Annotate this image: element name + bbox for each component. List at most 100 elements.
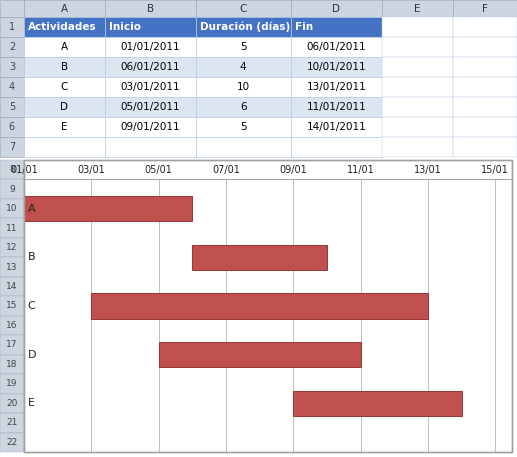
Bar: [159, 342, 360, 367]
Bar: [24, 77, 105, 97]
Bar: [453, 97, 517, 117]
Bar: [0, 413, 24, 432]
Bar: [0, 0, 24, 17]
Bar: [24, 17, 105, 37]
Text: 07/01: 07/01: [212, 165, 240, 175]
Bar: [195, 37, 291, 57]
Bar: [0, 97, 24, 117]
Text: 6: 6: [9, 122, 15, 132]
Bar: [291, 17, 382, 37]
Text: C: C: [239, 4, 247, 14]
Bar: [291, 137, 382, 157]
Text: 14: 14: [6, 282, 18, 291]
Bar: [0, 238, 24, 257]
Bar: [293, 391, 462, 416]
Bar: [0, 374, 24, 393]
Bar: [195, 77, 291, 97]
Text: C: C: [28, 301, 36, 311]
Bar: [382, 57, 453, 77]
Bar: [291, 77, 382, 97]
Bar: [453, 137, 517, 157]
Text: A: A: [61, 4, 68, 14]
Text: E: E: [28, 399, 35, 409]
Bar: [24, 0, 105, 17]
Text: 8: 8: [9, 165, 15, 174]
Bar: [453, 57, 517, 77]
Text: 15: 15: [6, 302, 18, 310]
Text: 09/01/2011: 09/01/2011: [120, 122, 180, 132]
Bar: [0, 257, 24, 277]
Bar: [382, 0, 453, 17]
Text: Duración (días): Duración (días): [200, 22, 290, 32]
Text: Actividades: Actividades: [28, 22, 97, 32]
Text: 22: 22: [6, 438, 18, 447]
Bar: [453, 17, 517, 37]
Bar: [0, 160, 24, 180]
Bar: [382, 37, 453, 57]
Bar: [0, 218, 24, 238]
Bar: [195, 57, 291, 77]
Text: 11/01/2011: 11/01/2011: [307, 102, 366, 112]
Text: 13/01: 13/01: [414, 165, 442, 175]
Text: 5: 5: [9, 102, 15, 112]
Text: 05/01/2011: 05/01/2011: [120, 102, 180, 112]
Bar: [24, 37, 105, 57]
Text: B: B: [147, 4, 154, 14]
Text: 21: 21: [6, 418, 18, 427]
Bar: [0, 77, 24, 97]
Bar: [453, 117, 517, 137]
Bar: [105, 37, 195, 57]
Bar: [105, 117, 195, 137]
Bar: [0, 335, 24, 355]
Bar: [0, 296, 24, 316]
Bar: [105, 137, 195, 157]
Bar: [24, 137, 105, 157]
Text: 11: 11: [6, 223, 18, 233]
Bar: [291, 37, 382, 57]
Text: 7: 7: [9, 142, 15, 152]
Text: 10: 10: [6, 204, 18, 213]
Text: 10/01/2011: 10/01/2011: [307, 62, 366, 72]
Bar: [192, 244, 327, 270]
Bar: [0, 137, 24, 157]
Text: A: A: [28, 204, 36, 214]
Text: 06/01/2011: 06/01/2011: [307, 42, 366, 52]
Bar: [105, 77, 195, 97]
Text: B: B: [61, 62, 68, 72]
Text: D: D: [60, 102, 68, 112]
Text: E: E: [61, 122, 68, 132]
Text: 03/01: 03/01: [78, 165, 105, 175]
Bar: [0, 432, 24, 452]
Text: 4: 4: [240, 62, 247, 72]
Bar: [105, 17, 195, 37]
Bar: [0, 277, 24, 296]
Bar: [291, 57, 382, 77]
Text: 1: 1: [9, 22, 15, 32]
Text: 06/01/2011: 06/01/2011: [120, 62, 180, 72]
Text: F: F: [482, 4, 488, 14]
Bar: [0, 117, 24, 137]
Text: 12: 12: [6, 243, 18, 252]
Text: 5: 5: [240, 122, 247, 132]
Text: 13/01/2011: 13/01/2011: [307, 82, 366, 92]
Bar: [382, 77, 453, 97]
Bar: [0, 37, 24, 57]
Text: 15/01: 15/01: [481, 165, 509, 175]
Text: D: D: [28, 350, 36, 360]
Bar: [105, 97, 195, 117]
Text: 17: 17: [6, 340, 18, 350]
Bar: [105, 57, 195, 77]
Text: 10: 10: [237, 82, 250, 92]
Text: 20: 20: [6, 399, 18, 408]
Bar: [195, 17, 291, 37]
Text: 05/01: 05/01: [145, 165, 173, 175]
Text: 3: 3: [9, 62, 15, 72]
Bar: [91, 293, 428, 319]
Text: B: B: [28, 252, 36, 262]
Bar: [0, 180, 24, 199]
Bar: [195, 137, 291, 157]
Text: 01/01: 01/01: [10, 165, 38, 175]
Text: 13: 13: [6, 263, 18, 271]
Bar: [0, 355, 24, 374]
Bar: [453, 0, 517, 17]
